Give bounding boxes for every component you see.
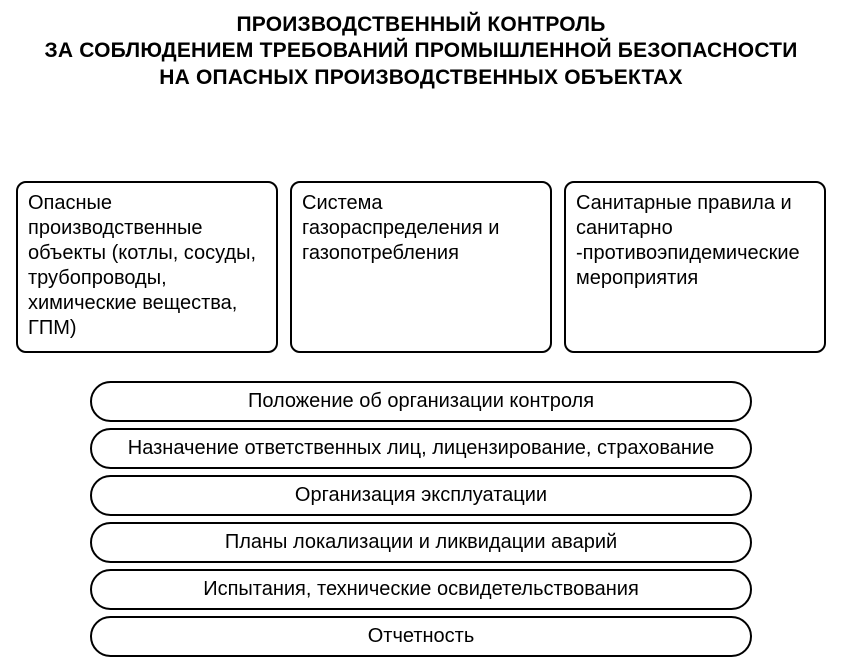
diagram-title: ПРОИЗВОДСТВЕННЫЙ КОНТРОЛЬ ЗА СОБЛЮДЕНИЕМ…	[10, 12, 832, 91]
top-box-1: Опасные производственные объекты (котлы,…	[16, 181, 278, 353]
pill-5: Испытания, технические освидетельствован…	[90, 569, 752, 610]
top-boxes-row: Опасные производственные объекты (котлы,…	[10, 181, 832, 353]
title-line-3: НА ОПАСНЫХ ПРОИЗВОДСТВЕННЫХ ОБЪЕКТАХ	[10, 65, 832, 91]
pill-2: Назначение ответственных лиц, лицензиров…	[90, 428, 752, 469]
top-box-3: Санитарные правила и санитарно -противоэ…	[564, 181, 826, 353]
title-line-2: ЗА СОБЛЮДЕНИЕМ ТРЕБОВАНИЙ ПРОМЫШЛЕННОЙ Б…	[10, 38, 832, 64]
pill-1: Положение об организации контроля	[90, 381, 752, 422]
title-line-1: ПРОИЗВОДСТВЕННЫЙ КОНТРОЛЬ	[10, 12, 832, 38]
pill-stack: Положение об организации контроля Назнач…	[10, 381, 832, 657]
top-box-2: Система газораспределения и газопотребле…	[290, 181, 552, 353]
pill-3: Организация эксплуатации	[90, 475, 752, 516]
pill-4: Планы локализации и ликвидации аварий	[90, 522, 752, 563]
pill-6: Отчетность	[90, 616, 752, 657]
